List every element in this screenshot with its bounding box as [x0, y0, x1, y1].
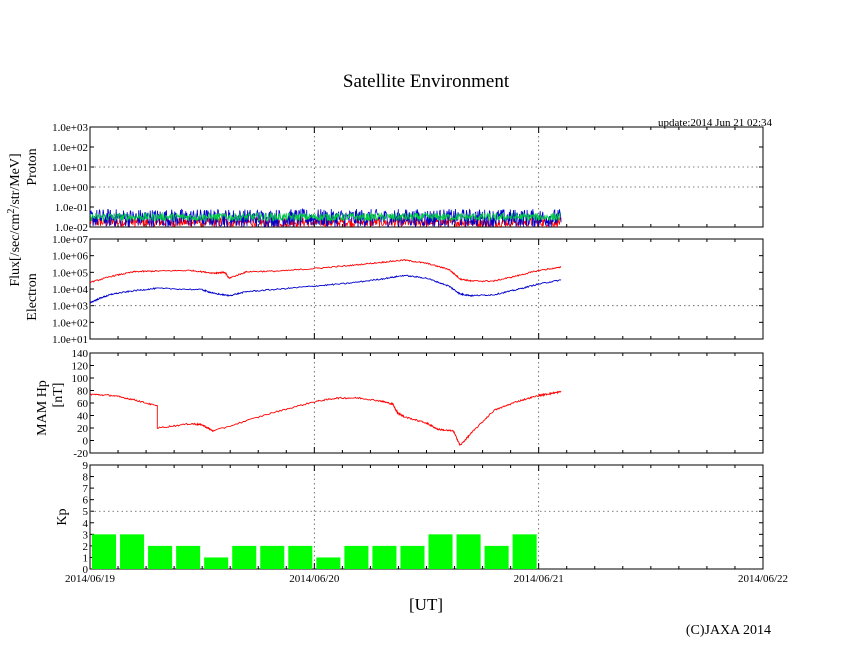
kp-bar: [512, 534, 537, 569]
y-tick-label: 1.0e+01: [52, 334, 88, 346]
y-tick-label: 8: [83, 472, 89, 484]
kp-bar: [344, 545, 369, 569]
blue-series-line: [90, 274, 562, 304]
y-tick-label: 0: [83, 564, 89, 576]
y-tick-label: 1.0e+00: [52, 182, 88, 194]
kp-bar: [400, 545, 425, 569]
mam-hp-ylabel: MAM Hp: [35, 380, 50, 436]
y-tick-label: 1.0e-02: [55, 222, 88, 234]
y-tick-label: 5: [83, 506, 89, 518]
y-tick-label: 1.0e+06: [52, 251, 88, 263]
y-tick-label: 120: [72, 361, 89, 373]
x-tick-label: 2014/06/22: [738, 573, 788, 585]
kp-bar: [260, 545, 285, 569]
y-tick-label: 1.0e+03: [52, 122, 88, 134]
electron-panel: 1.0e+01 1.0e+02 1.0e+03 1.0e+04 1.0e+05 1.0e+…: [25, 234, 764, 346]
kp-bar: [148, 545, 173, 569]
kp-bar: [484, 545, 509, 569]
y-tick-label: 1.0e-01: [55, 202, 88, 214]
y-tick-label: 3: [83, 529, 89, 541]
y-tick-label: 1.0e+03: [52, 301, 88, 313]
x-tick-label: 2014/06/20: [289, 573, 340, 585]
update-timestamp: update:2014 Jun 21 02:34: [658, 117, 772, 129]
red-series-line: [90, 258, 562, 284]
mam-hp-unit-label: [nT]: [51, 383, 66, 408]
x-axis-label: [UT]: [409, 595, 443, 614]
proton-ylabel: Proton: [25, 148, 40, 185]
x-tick-labels: 2014/06/19 2014/06/20 2014/06/21 2014/06/22: [65, 573, 788, 585]
panel-frame: [89, 352, 764, 454]
kp-bar: [428, 534, 453, 569]
flux-ylabel: Flux[/sec/cm2/str/MeV]: [6, 153, 23, 286]
panels-group: 1.0e-021.0e-011.0e+001.0e+011.0e+021.0e+…: [25, 122, 764, 576]
y-tick-label: 1.0e+07: [52, 234, 88, 246]
y-tick-label: 6: [83, 495, 89, 507]
y-tick-label: 1.0e+01: [52, 162, 88, 174]
kp-bar: [456, 534, 481, 569]
kp-bar: [372, 545, 397, 569]
kp-bar: [92, 534, 117, 569]
proton-panel: 1.0e-02 1.0e-01 1.0e+00 1.0e+01 1.0e+02 1.0e+…: [25, 122, 764, 234]
y-tick-label: 80: [77, 386, 89, 398]
y-tick-label: 20: [77, 423, 89, 435]
y-tick-label: 1.0e+02: [52, 142, 88, 154]
kp-bar: [232, 545, 257, 569]
y-tick-label: 1.0e+02: [52, 317, 88, 329]
green-proton-series: [90, 211, 562, 223]
y-tick-label: 9: [83, 460, 89, 472]
y-tick-label: 4: [83, 518, 89, 530]
copyright-text: (C)JAXA 2014: [686, 623, 771, 638]
y-tick-label: 0: [83, 436, 89, 448]
y-tick-label: 1: [83, 552, 89, 564]
x-tick-label: 2014/06/21: [514, 573, 564, 585]
y-tick-label: 1.0e+04: [52, 284, 88, 296]
y-tick-label: 100: [72, 373, 89, 385]
electron-ylabel: Electron: [25, 273, 40, 320]
x-tick-label: 2014/06/19: [65, 573, 116, 585]
y-tick-label: 1.0e+05: [52, 267, 88, 279]
y-tick-label: 40: [77, 411, 89, 423]
y-tick-label: 140: [72, 348, 89, 360]
y-tick-label: 60: [77, 398, 89, 410]
y-tick-label: -20: [73, 448, 88, 460]
kp-bar: [204, 557, 229, 569]
kp-bar: [120, 534, 145, 569]
kp-bar: [176, 545, 201, 569]
figure-title: Satellite Environment: [343, 71, 510, 92]
y-tick-label: 7: [83, 483, 89, 495]
kp-bar: [316, 557, 341, 569]
kp-bar: [288, 545, 313, 569]
y-tick-label: 2: [83, 541, 89, 553]
red-series-line: [90, 390, 562, 446]
kp-ylabel: Kp: [55, 508, 70, 525]
